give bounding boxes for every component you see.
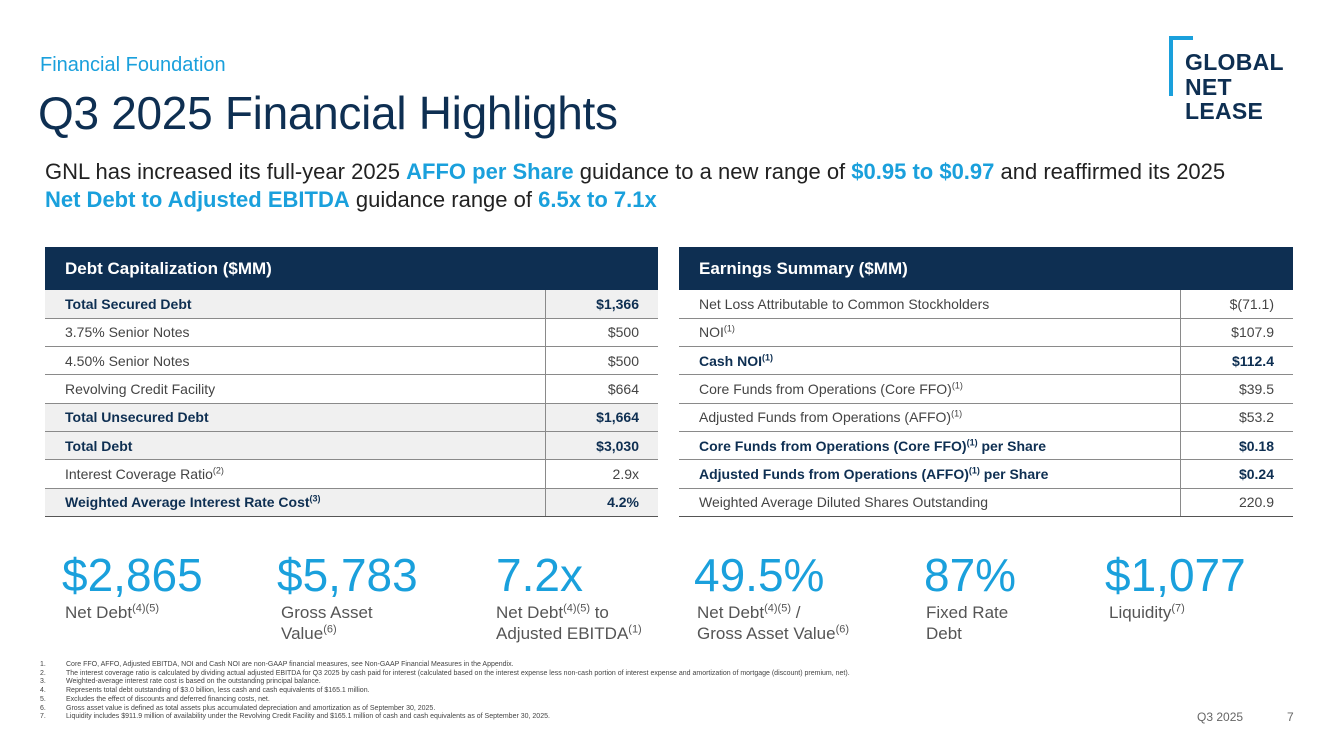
row-value: $1,366 bbox=[544, 290, 658, 319]
table-row: 3.75% Senior Notes $500 bbox=[45, 318, 658, 348]
metric-label: Liquidity(7) bbox=[1109, 602, 1185, 622]
row-value: $1,664 bbox=[544, 403, 658, 432]
row-label: Interest Coverage Ratio(2) bbox=[45, 459, 545, 489]
metric-value: 7.2x bbox=[496, 549, 583, 601]
page-title: Q3 2025 Financial Highlights bbox=[38, 87, 618, 139]
metric-value: $2,865 bbox=[62, 549, 203, 601]
earnings-table-title: Earnings Summary ($MM) bbox=[679, 247, 1293, 290]
table-row: Adjusted Funds from Operations (AFFO)(1)… bbox=[679, 403, 1293, 432]
row-label: Adjusted Funds from Operations (AFFO)(1)… bbox=[679, 459, 1180, 489]
metric-label: Fixed Rate Debt bbox=[926, 603, 1009, 643]
earnings-summary-table: Earnings Summary ($MM) Net Loss Attribut… bbox=[679, 247, 1293, 517]
headline-text: and reaffirmed its 2025 bbox=[994, 159, 1226, 184]
table-row: Core Funds from Operations (Core FFO)(1)… bbox=[679, 431, 1293, 461]
metric-net-debt: $2,865 Net Debt(4)(5) bbox=[62, 550, 203, 623]
row-value: $664 bbox=[544, 374, 658, 404]
metric-fixed-rate-debt: 87% Fixed Rate Debt bbox=[924, 550, 1016, 644]
metric-label: Gross Asset Value(6) bbox=[281, 603, 373, 643]
row-value: 2.9x bbox=[544, 459, 658, 489]
metric-value: $1,077 bbox=[1105, 549, 1246, 601]
row-label: Total Secured Debt bbox=[45, 290, 545, 319]
row-value: 4.2% bbox=[544, 488, 658, 517]
row-label: Adjusted Funds from Operations (AFFO)(1) bbox=[679, 403, 1180, 432]
table-row: Adjusted Funds from Operations (AFFO)(1)… bbox=[679, 459, 1293, 489]
metric-value: 49.5% bbox=[694, 549, 825, 601]
footnote: 7. Liquidity includes $911.9 million of a… bbox=[40, 713, 550, 721]
metric-gross-asset-value: $5,783 Gross Asset Value(6) bbox=[277, 550, 418, 644]
metric-label: Net Debt(4)(5) to Adjusted EBITDA(1) bbox=[496, 602, 642, 643]
logo-word-global: GLOBAL bbox=[1185, 49, 1284, 75]
row-value: $0.24 bbox=[1179, 459, 1293, 489]
headline-text: GNL has increased its full-year 2025 bbox=[45, 159, 407, 184]
row-value: $500 bbox=[544, 346, 658, 376]
logo-word-net: NET bbox=[1185, 74, 1232, 100]
headline-text: guidance to a new range of bbox=[573, 159, 852, 184]
metric-net-debt-to-gav: 49.5% Net Debt(4)(5) / Gross Asset Value(… bbox=[694, 550, 849, 644]
footer-period: Q3 2025 bbox=[1197, 710, 1244, 724]
metric-value: $5,783 bbox=[277, 549, 418, 601]
debt-capitalization-table: Debt Capitalization ($MM) Total Secured … bbox=[45, 247, 658, 517]
row-value: $500 bbox=[544, 318, 658, 348]
footnote: 5. Excludes the effect of discounts and d… bbox=[40, 695, 270, 703]
footnote: 2. The interest coverage ratio is calcula… bbox=[40, 669, 850, 677]
headline-text: guidance range of bbox=[349, 187, 539, 212]
table-row: Total Debt $3,030 bbox=[45, 431, 658, 461]
table-row: Core Funds from Operations (Core FFO)(1)… bbox=[679, 374, 1293, 404]
row-value: $3,030 bbox=[544, 431, 658, 461]
row-value: $(71.1) bbox=[1179, 290, 1293, 319]
headline-highlight-ratio: Net Debt to Adjusted EBITDA bbox=[45, 187, 350, 212]
footnotes: 1. Core FFO, AFFO, Adjusted EBITDA, NOI a… bbox=[40, 661, 1140, 722]
row-label: NOI(1) bbox=[679, 318, 1180, 348]
table-row: Revolving Credit Facility $664 bbox=[45, 374, 658, 404]
footnote: 1. Core FFO, AFFO, Adjusted EBITDA, NOI a… bbox=[40, 661, 514, 668]
row-label: Cash NOI(1) bbox=[679, 346, 1180, 376]
global-net-lease-logo: GLOBAL NET LEASE bbox=[1169, 36, 1299, 128]
table-row: Total Unsecured Debt $1,664 bbox=[45, 403, 658, 432]
guidance-headline: GNL has increased its full-year 2025 AFF… bbox=[45, 158, 1245, 214]
row-value: $107.9 bbox=[1179, 318, 1293, 348]
row-value: $53.2 bbox=[1179, 403, 1293, 432]
table-row: Weighted Average Diluted Shares Outstand… bbox=[679, 488, 1293, 517]
metric-liquidity: $1,077 Liquidity(7) bbox=[1105, 550, 1246, 623]
row-label: Core Funds from Operations (Core FFO)(1)… bbox=[679, 431, 1180, 461]
row-label: Core Funds from Operations (Core FFO)(1) bbox=[679, 374, 1180, 404]
row-label: Total Debt bbox=[45, 431, 545, 461]
row-label: Revolving Credit Facility bbox=[45, 374, 545, 404]
logo-bracket-horizontal bbox=[1169, 36, 1193, 40]
footnote: 3. Weighted-average interest rate cost is… bbox=[40, 678, 321, 686]
table-row: Weighted Average Interest Rate Cost(3) 4.… bbox=[45, 488, 658, 517]
footnote: 6. Gross asset value is defined as total … bbox=[40, 704, 436, 712]
page-number: 7 bbox=[1287, 710, 1294, 724]
table-row: Interest Coverage Ratio(2) 2.9x bbox=[45, 459, 658, 489]
row-label: Weighted Average Interest Rate Cost(3) bbox=[45, 488, 545, 517]
row-value: $0.18 bbox=[1179, 431, 1293, 461]
row-value: 220.9 bbox=[1179, 488, 1293, 517]
metric-value: 87% bbox=[924, 549, 1017, 601]
headline-highlight-range: $0.95 to $0.97 bbox=[851, 159, 995, 184]
table-row: NOI(1) $107.9 bbox=[679, 318, 1293, 348]
debt-table-title: Debt Capitalization ($MM) bbox=[45, 247, 658, 290]
row-label: Total Unsecured Debt bbox=[45, 403, 545, 432]
section-kicker: Financial Foundation bbox=[40, 54, 226, 76]
logo-bracket-vertical bbox=[1169, 36, 1173, 96]
headline-highlight-ratio-range: 6.5x to 7.1x bbox=[538, 187, 657, 212]
metric-label: Net Debt(4)(5) / Gross Asset Value(6) bbox=[697, 602, 850, 643]
headline-highlight-affo: AFFO per Share bbox=[406, 159, 574, 184]
table-row: Net Loss Attributable to Common Stockhol… bbox=[679, 290, 1293, 319]
footnote: 4. Represents total debt outstanding of $… bbox=[40, 687, 370, 695]
metric-net-debt-to-ebitda: 7.2x Net Debt(4)(5) to Adjusted EBITDA(1) bbox=[496, 550, 642, 644]
table-row: 4.50% Senior Notes $500 bbox=[45, 346, 658, 376]
row-label: Net Loss Attributable to Common Stockhol… bbox=[679, 290, 1180, 319]
row-label: 4.50% Senior Notes bbox=[45, 346, 545, 376]
row-value: $39.5 bbox=[1179, 374, 1293, 404]
table-row: Cash NOI(1) $112.4 bbox=[679, 346, 1293, 376]
logo-word-lease: LEASE bbox=[1185, 98, 1264, 124]
metric-label: Net Debt(4)(5) bbox=[65, 602, 159, 622]
table-row: Total Secured Debt $1,366 bbox=[45, 290, 658, 319]
row-label: 3.75% Senior Notes bbox=[45, 318, 545, 348]
row-value: $112.4 bbox=[1179, 346, 1293, 376]
row-label: Weighted Average Diluted Shares Outstand… bbox=[679, 488, 1180, 517]
